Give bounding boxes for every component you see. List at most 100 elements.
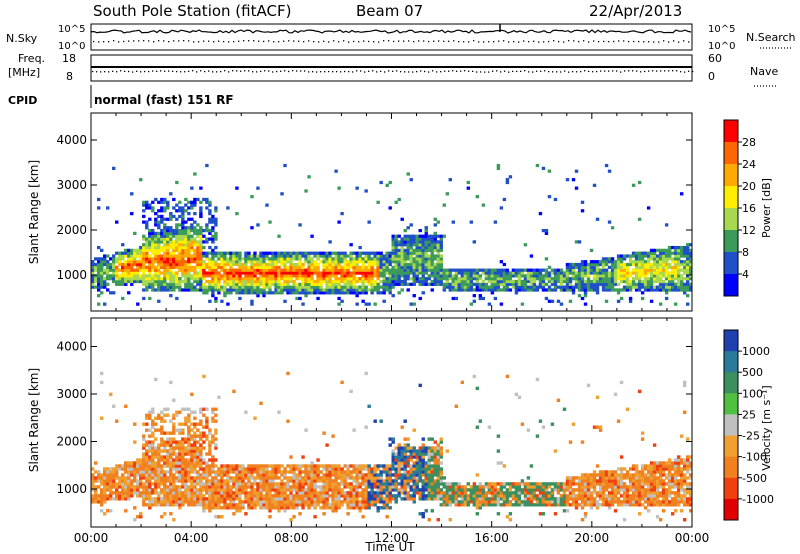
echo-cell [343, 279, 347, 284]
echo-cell [286, 479, 290, 483]
echo-cell [169, 482, 173, 486]
echo-cell [223, 464, 227, 468]
echo-cell [151, 231, 155, 236]
echo-cell [424, 282, 428, 286]
echo-cell [610, 260, 615, 264]
echo-cell [118, 476, 122, 480]
echo-cell [208, 251, 212, 255]
echo-cell [553, 279, 558, 284]
nsearch-dot [483, 41, 485, 43]
echo-cell [259, 401, 263, 405]
echo-cell [421, 257, 425, 261]
echo-cell [220, 268, 224, 272]
echo-cell [106, 265, 110, 269]
echo-cell [334, 274, 338, 278]
echo-cell [325, 470, 329, 474]
nsearch-dot [378, 41, 380, 43]
echo-cell [373, 288, 377, 292]
echo-cell [442, 285, 446, 289]
echo-cell [379, 464, 383, 468]
echo-cell [472, 294, 477, 298]
echo-cell [358, 470, 362, 474]
echo-cell [124, 464, 128, 468]
echo-cell [178, 262, 182, 267]
echo-cell [226, 503, 230, 507]
echo-cell [391, 294, 395, 298]
echo-cell [490, 288, 495, 292]
echo-cell [316, 279, 320, 284]
echo-cell [469, 271, 474, 275]
echo-cell [142, 277, 146, 281]
colorbar-swatch [724, 274, 738, 297]
echo-cell [322, 254, 326, 258]
nsearch-dot [643, 41, 645, 43]
nave-dot [588, 70, 590, 73]
echo-cell [208, 200, 212, 204]
echo-cell [277, 271, 281, 275]
echo-cell [127, 464, 131, 468]
echo-cell [202, 254, 206, 258]
echo-cell [643, 251, 648, 255]
echo-cell [187, 440, 191, 444]
echo-cell [115, 494, 119, 498]
echo-cell [157, 285, 161, 289]
echo-cell [193, 467, 197, 471]
echo-cell [604, 279, 609, 284]
echo-cell [184, 220, 188, 224]
echo-cell [97, 479, 101, 483]
nave-dot [508, 71, 510, 73]
echo-cell [451, 288, 455, 292]
echo-cell [265, 467, 269, 471]
echo-cell [448, 282, 452, 286]
echo-cell [358, 494, 362, 498]
echo-cell [493, 296, 498, 301]
echo-cell [394, 500, 398, 504]
echo-cell [604, 299, 609, 303]
echo-cell [439, 265, 443, 269]
echo-cell [211, 461, 215, 465]
echo-cell [145, 279, 149, 284]
echo-cell [403, 449, 407, 453]
echo-cell [253, 416, 257, 420]
echo-cell [202, 374, 206, 379]
echo-cell [133, 251, 137, 255]
echo-cell [172, 277, 176, 281]
echo-cell [469, 277, 474, 281]
echo-cell [124, 497, 128, 501]
echo-cell [142, 467, 146, 471]
echo-cell [394, 271, 398, 275]
echo-cell [679, 277, 684, 281]
echo-cell [490, 277, 495, 281]
echo-cell [286, 251, 290, 255]
echo-cell [298, 223, 302, 227]
echo-cell [277, 234, 281, 238]
colorbar-tick-label: 16 [742, 202, 756, 215]
echo-cell [145, 265, 149, 269]
echo-cell [157, 214, 161, 219]
echo-cell [640, 271, 645, 275]
echo-cell [391, 260, 395, 264]
echo-cell [403, 497, 407, 501]
echo-cell [190, 268, 194, 272]
echo-cell [154, 497, 158, 501]
echo-cell [139, 265, 143, 269]
echo-cell [403, 234, 407, 238]
echo-cell [130, 268, 134, 272]
echo-cell [208, 509, 212, 513]
echo-cell [166, 277, 170, 281]
echo-cell [634, 274, 639, 278]
nave-dot [536, 70, 538, 72]
echo-cell [181, 446, 185, 450]
echo-cell [325, 251, 329, 255]
echo-cell [280, 274, 284, 278]
echo-cell [343, 274, 347, 278]
echo-cell [316, 470, 320, 474]
echo-cell [154, 231, 158, 236]
echo-cell [292, 271, 296, 275]
echo-cell [151, 279, 155, 284]
echo-cell [265, 464, 269, 468]
nsearch-dot [548, 40, 550, 43]
echo-cell [166, 488, 170, 492]
echo-cell [394, 279, 398, 284]
echo-cell [238, 262, 242, 267]
